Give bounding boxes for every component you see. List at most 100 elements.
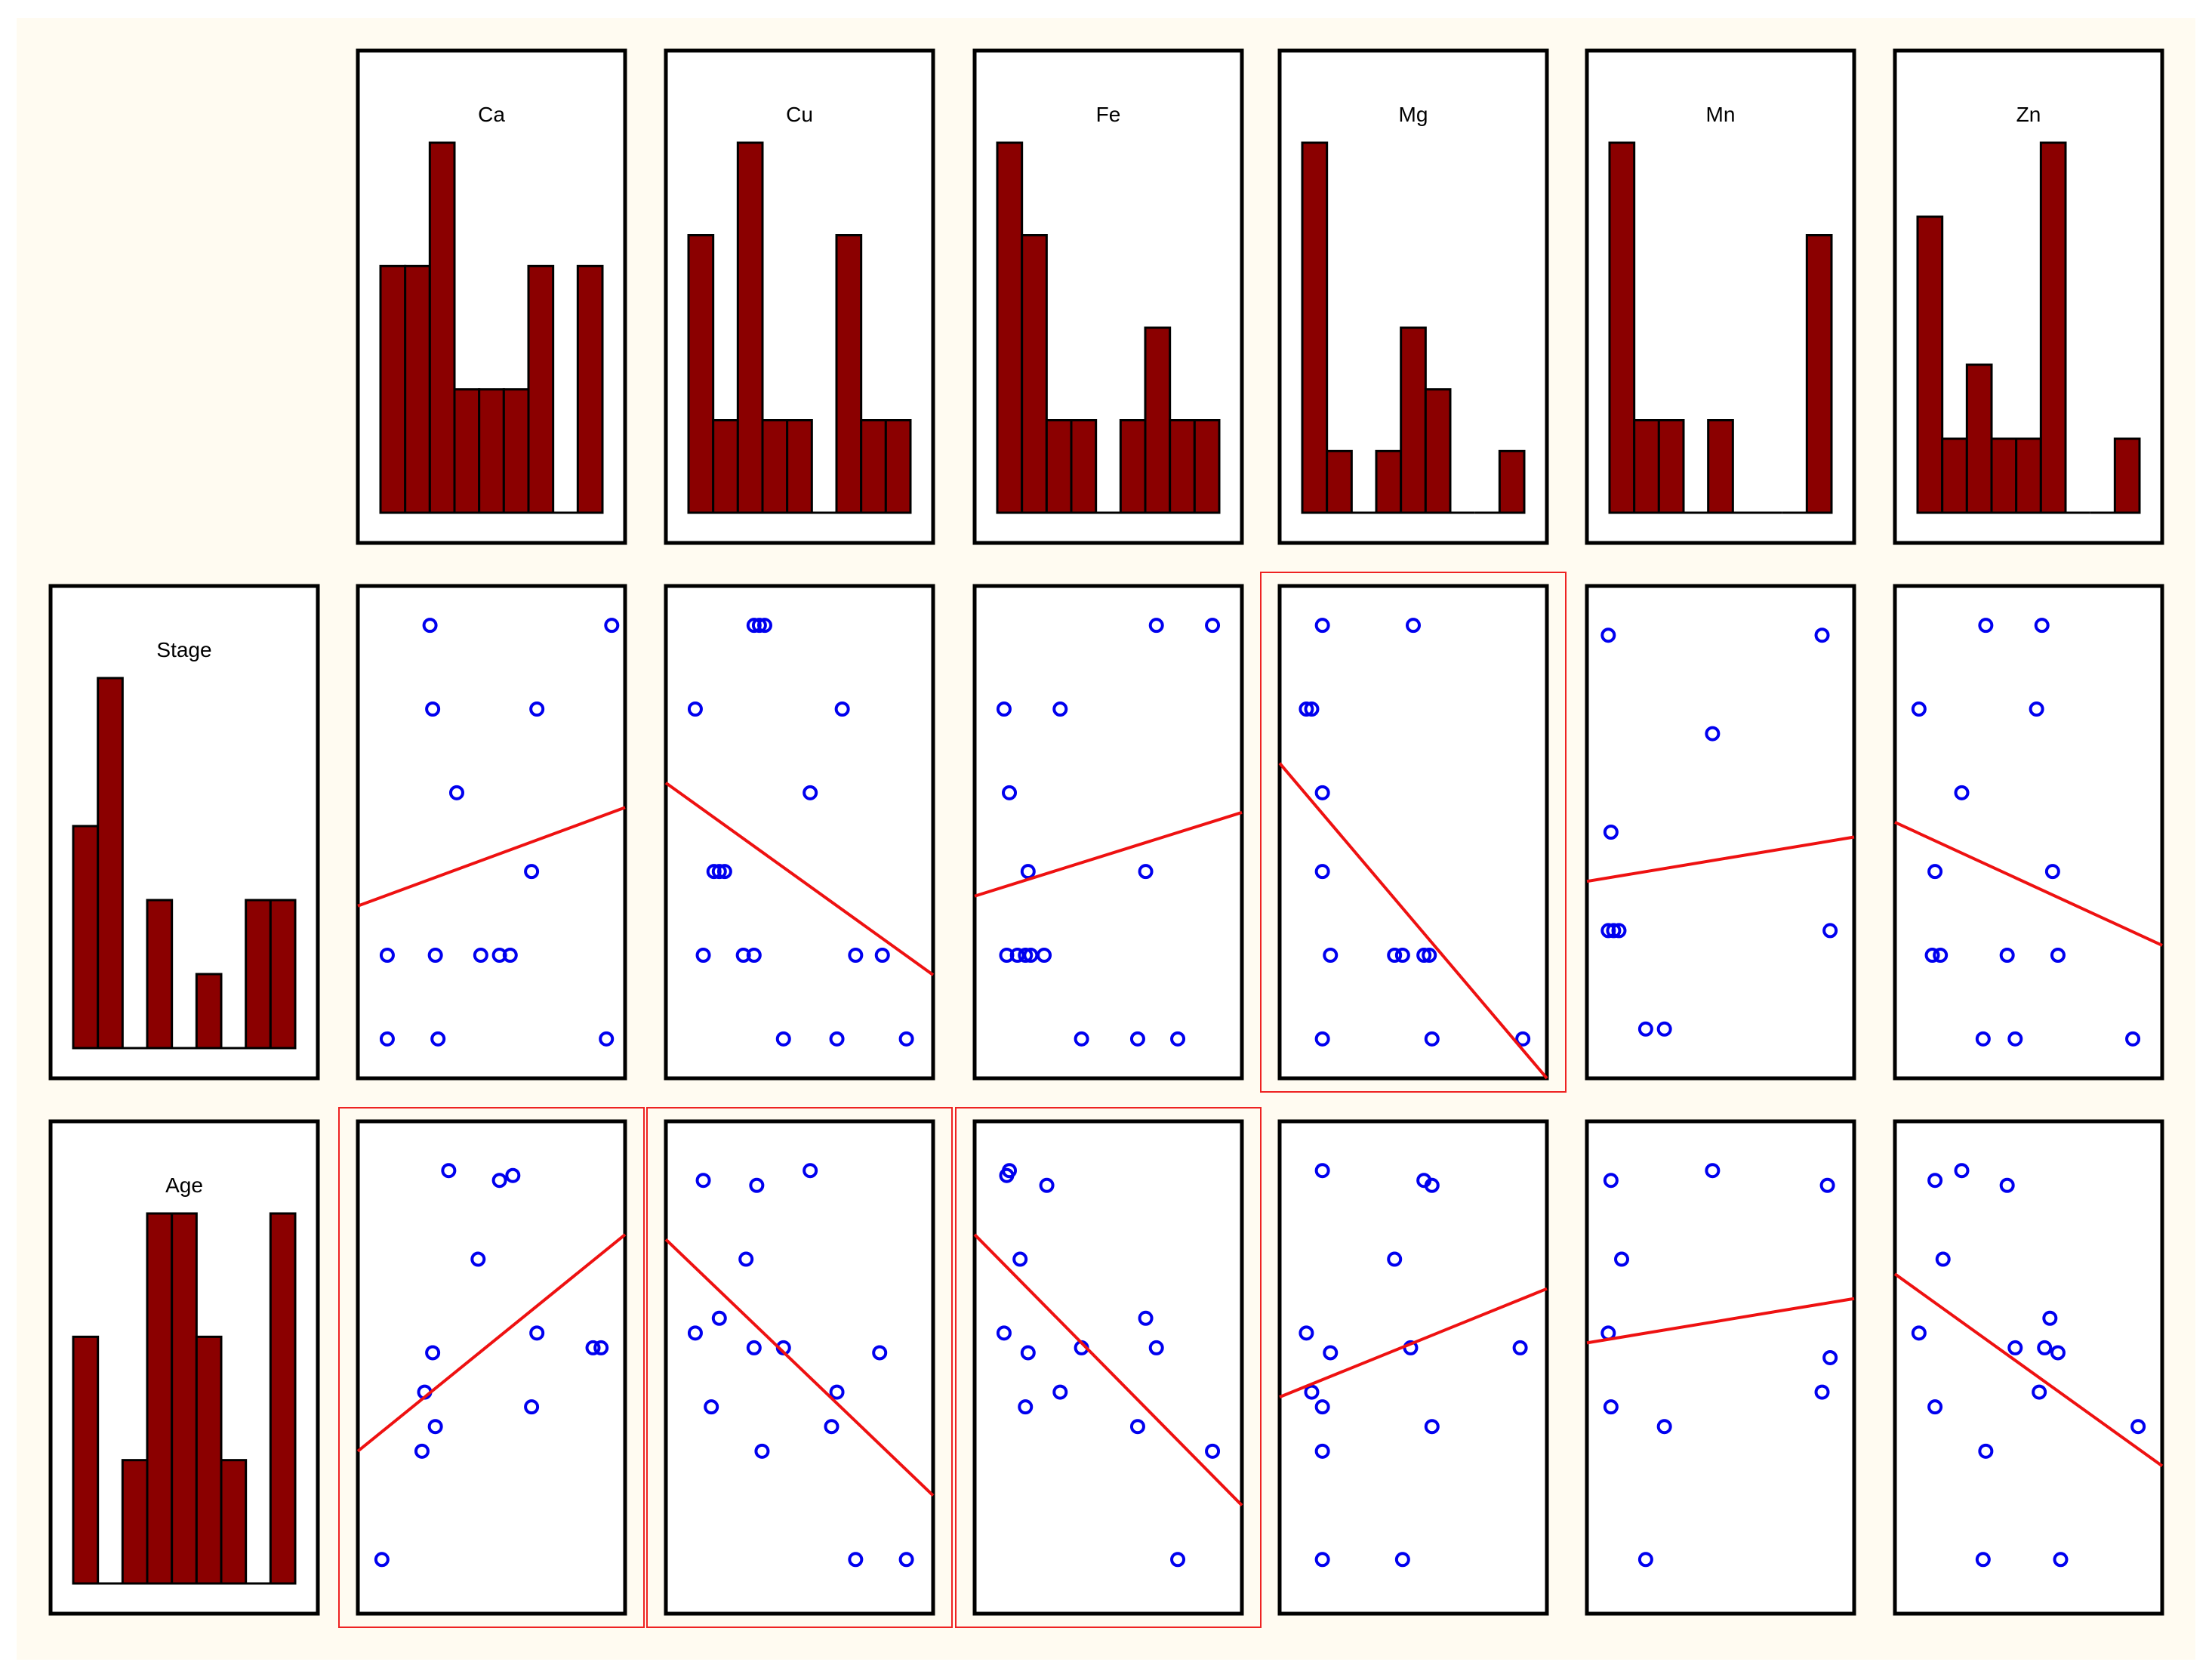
histogram-bar	[146, 1212, 174, 1585]
panel-title-fe: Fe	[1096, 103, 1121, 126]
data-point	[524, 1399, 540, 1415]
data-point	[1304, 701, 1320, 717]
regression-line	[664, 782, 935, 976]
histogram-bar	[428, 141, 456, 514]
data-point	[2037, 1340, 2053, 1355]
data-point	[1603, 825, 1619, 840]
data-point	[751, 618, 767, 634]
data-point	[1424, 1031, 1440, 1047]
data-point	[1314, 785, 1330, 800]
data-point	[1052, 701, 1068, 717]
histogram-bar	[1498, 449, 1526, 514]
data-point	[427, 948, 443, 963]
data-point	[824, 1419, 840, 1435]
histogram-bar	[1070, 419, 1098, 514]
data-point	[379, 1031, 395, 1047]
data-point	[1314, 618, 1330, 634]
data-point	[1637, 1552, 1653, 1568]
data-point	[1314, 1552, 1330, 1568]
data-point	[1170, 1031, 1186, 1047]
data-point	[1138, 1310, 1154, 1326]
data-point	[414, 1443, 430, 1459]
data-point	[1999, 948, 2015, 963]
regression-line	[664, 1238, 935, 1497]
data-point	[687, 701, 703, 717]
data-point	[1314, 1399, 1330, 1415]
data-point	[2034, 618, 2050, 634]
data-point	[695, 948, 711, 963]
data-point	[1018, 1399, 1034, 1415]
data-point	[1999, 1177, 2015, 1193]
scatter-panel-stage-mg	[1260, 572, 1567, 1093]
panel-frame	[1277, 584, 1549, 1081]
data-point	[374, 1552, 390, 1568]
data-point	[502, 948, 518, 963]
data-point	[1954, 1163, 1970, 1179]
regression-line	[357, 806, 626, 908]
data-point	[1074, 1031, 1089, 1047]
data-point	[1424, 1177, 1440, 1193]
data-point	[1387, 948, 1403, 963]
data-point	[1814, 627, 1830, 643]
data-point	[1002, 785, 1018, 800]
histogram-panel-zn: Zn	[1893, 48, 2164, 545]
histogram-bar	[687, 234, 715, 514]
histogram-bar	[195, 1335, 223, 1585]
data-point	[1603, 1399, 1619, 1415]
data-point	[1020, 864, 1036, 880]
data-point	[427, 1419, 443, 1435]
data-point	[1819, 1177, 1835, 1193]
histogram-bar	[453, 388, 481, 514]
histogram-bar	[2015, 437, 2042, 514]
histogram-bar	[1424, 388, 1452, 514]
histogram-bar	[1119, 419, 1147, 514]
scatter-panel-stage-ca	[356, 584, 627, 1081]
scatter-panel-age-mn	[1585, 1119, 1856, 1616]
panel-frame	[1277, 1119, 1549, 1616]
data-point	[749, 1177, 765, 1193]
data-point	[470, 1251, 486, 1267]
data-point	[1039, 1177, 1055, 1193]
histogram-panel-mg: Mg	[1277, 48, 1549, 545]
data-point	[1515, 1031, 1531, 1047]
data-point	[430, 1031, 446, 1047]
data-point	[1020, 1345, 1036, 1361]
data-point	[529, 701, 545, 717]
histogram-bar	[712, 419, 739, 514]
data-point	[1911, 1325, 1927, 1341]
histogram-bar	[576, 264, 604, 514]
panel-frame	[972, 1119, 1244, 1616]
regression-line	[1893, 1272, 2164, 1468]
scatter-panel-stage-mn	[1585, 584, 1856, 1081]
data-point	[1611, 923, 1627, 939]
histogram-bar	[404, 264, 431, 514]
data-point	[1975, 1552, 1991, 1568]
histogram-bar	[860, 419, 887, 514]
data-point	[1814, 1384, 1830, 1400]
panel-frame	[972, 584, 1244, 1081]
histogram-bar	[379, 264, 407, 514]
histogram-bar	[502, 388, 530, 514]
data-point	[996, 1325, 1012, 1341]
data-point	[2130, 1419, 2146, 1435]
histogram-bar	[786, 419, 813, 514]
scatter-panel-stage-fe	[972, 584, 1244, 1081]
histogram-panel-age: Age	[48, 1119, 320, 1616]
data-point	[872, 1345, 888, 1361]
data-point	[1037, 948, 1052, 963]
scatter-panel-age-fe	[955, 1107, 1262, 1628]
data-point	[441, 1163, 457, 1179]
data-point	[738, 1251, 754, 1267]
histogram-bar	[245, 899, 272, 1050]
data-point	[2125, 1031, 2141, 1047]
data-point	[2050, 1345, 2066, 1361]
histogram-bar	[1990, 437, 2018, 514]
data-point	[1148, 1340, 1164, 1355]
data-point	[996, 701, 1012, 717]
data-point	[874, 948, 890, 963]
data-point	[711, 1310, 727, 1326]
data-point	[1205, 618, 1221, 634]
histogram-bar	[1707, 419, 1734, 514]
data-point	[505, 1167, 521, 1183]
